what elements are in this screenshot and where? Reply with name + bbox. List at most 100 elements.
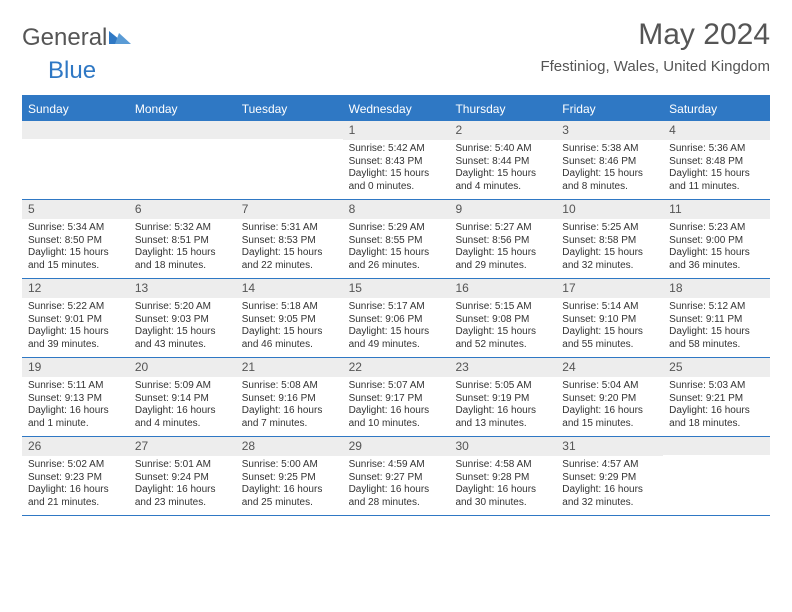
day-cell: 12Sunrise: 5:22 AMSunset: 9:01 PMDayligh… (22, 279, 129, 357)
day-number: 13 (129, 279, 236, 298)
day-cell: 17Sunrise: 5:14 AMSunset: 9:10 PMDayligh… (556, 279, 663, 357)
day-body: Sunrise: 5:04 AMSunset: 9:20 PMDaylight:… (556, 377, 663, 436)
day-body: Sunrise: 5:38 AMSunset: 8:46 PMDaylight:… (556, 140, 663, 199)
location-text: Ffestiniog, Wales, United Kingdom (540, 58, 770, 75)
day-body: Sunrise: 4:57 AMSunset: 9:29 PMDaylight:… (556, 456, 663, 515)
daylight-text: Daylight: 16 hours and 15 minutes. (562, 405, 657, 430)
sunset-text: Sunset: 9:14 PM (135, 393, 230, 406)
week-row: 5Sunrise: 5:34 AMSunset: 8:50 PMDaylight… (22, 200, 770, 279)
day-number: 26 (22, 437, 129, 456)
sunrise-text: Sunrise: 5:12 AM (669, 301, 764, 314)
day-number: 10 (556, 200, 663, 219)
sunrise-text: Sunrise: 5:31 AM (242, 222, 337, 235)
sunset-text: Sunset: 8:46 PM (562, 156, 657, 169)
day-body: Sunrise: 4:58 AMSunset: 9:28 PMDaylight:… (449, 456, 556, 515)
day-cell: 21Sunrise: 5:08 AMSunset: 9:16 PMDayligh… (236, 358, 343, 436)
dow-thursday: Thursday (449, 97, 556, 121)
day-number: 27 (129, 437, 236, 456)
sunrise-text: Sunrise: 5:04 AM (562, 380, 657, 393)
day-number: 24 (556, 358, 663, 377)
month-title: May 2024 (540, 18, 770, 52)
sunset-text: Sunset: 8:44 PM (455, 156, 550, 169)
sunset-text: Sunset: 9:29 PM (562, 472, 657, 485)
sunrise-text: Sunrise: 5:11 AM (28, 380, 123, 393)
sunrise-text: Sunrise: 5:18 AM (242, 301, 337, 314)
day-cell: 2Sunrise: 5:40 AMSunset: 8:44 PMDaylight… (449, 121, 556, 199)
sunset-text: Sunset: 9:08 PM (455, 314, 550, 327)
dow-tuesday: Tuesday (236, 97, 343, 121)
sunset-text: Sunset: 9:21 PM (669, 393, 764, 406)
sunset-text: Sunset: 9:03 PM (135, 314, 230, 327)
day-number: 16 (449, 279, 556, 298)
sunrise-text: Sunrise: 5:23 AM (669, 222, 764, 235)
day-number: 17 (556, 279, 663, 298)
day-cell: 13Sunrise: 5:20 AMSunset: 9:03 PMDayligh… (129, 279, 236, 357)
sunset-text: Sunset: 9:11 PM (669, 314, 764, 327)
day-cell: 15Sunrise: 5:17 AMSunset: 9:06 PMDayligh… (343, 279, 450, 357)
sunrise-text: Sunrise: 5:32 AM (135, 222, 230, 235)
day-cell: 28Sunrise: 5:00 AMSunset: 9:25 PMDayligh… (236, 437, 343, 515)
day-body: Sunrise: 5:36 AMSunset: 8:48 PMDaylight:… (663, 140, 770, 199)
sunset-text: Sunset: 8:56 PM (455, 235, 550, 248)
daylight-text: Daylight: 15 hours and 29 minutes. (455, 247, 550, 272)
day-body: Sunrise: 5:14 AMSunset: 9:10 PMDaylight:… (556, 298, 663, 357)
sunset-text: Sunset: 9:23 PM (28, 472, 123, 485)
day-cell: 25Sunrise: 5:03 AMSunset: 9:21 PMDayligh… (663, 358, 770, 436)
day-cell: 20Sunrise: 5:09 AMSunset: 9:14 PMDayligh… (129, 358, 236, 436)
day-cell: 11Sunrise: 5:23 AMSunset: 9:00 PMDayligh… (663, 200, 770, 278)
day-body: Sunrise: 5:17 AMSunset: 9:06 PMDaylight:… (343, 298, 450, 357)
sunrise-text: Sunrise: 5:36 AM (669, 143, 764, 156)
daylight-text: Daylight: 15 hours and 22 minutes. (242, 247, 337, 272)
days-of-week-row: Sunday Monday Tuesday Wednesday Thursday… (22, 97, 770, 121)
day-cell: 5Sunrise: 5:34 AMSunset: 8:50 PMDaylight… (22, 200, 129, 278)
day-body: Sunrise: 5:07 AMSunset: 9:17 PMDaylight:… (343, 377, 450, 436)
sunset-text: Sunset: 9:16 PM (242, 393, 337, 406)
sunrise-text: Sunrise: 5:34 AM (28, 222, 123, 235)
day-body: Sunrise: 5:00 AMSunset: 9:25 PMDaylight:… (236, 456, 343, 515)
sunrise-text: Sunrise: 5:07 AM (349, 380, 444, 393)
daylight-text: Daylight: 16 hours and 18 minutes. (669, 405, 764, 430)
day-cell: 27Sunrise: 5:01 AMSunset: 9:24 PMDayligh… (129, 437, 236, 515)
day-number: 31 (556, 437, 663, 456)
day-number: 7 (236, 200, 343, 219)
day-cell: 9Sunrise: 5:27 AMSunset: 8:56 PMDaylight… (449, 200, 556, 278)
sunrise-text: Sunrise: 4:59 AM (349, 459, 444, 472)
sunrise-text: Sunrise: 4:58 AM (455, 459, 550, 472)
sunrise-text: Sunrise: 4:57 AM (562, 459, 657, 472)
day-number (22, 121, 129, 139)
day-body: Sunrise: 5:08 AMSunset: 9:16 PMDaylight:… (236, 377, 343, 436)
logo-text-blue: Blue (48, 57, 96, 85)
sunrise-text: Sunrise: 5:02 AM (28, 459, 123, 472)
day-number: 8 (343, 200, 450, 219)
daylight-text: Daylight: 16 hours and 13 minutes. (455, 405, 550, 430)
logo-text-general: General (22, 24, 107, 52)
sunrise-text: Sunrise: 5:25 AM (562, 222, 657, 235)
sunrise-text: Sunrise: 5:03 AM (669, 380, 764, 393)
daylight-text: Daylight: 16 hours and 23 minutes. (135, 484, 230, 509)
daylight-text: Daylight: 16 hours and 10 minutes. (349, 405, 444, 430)
sunrise-text: Sunrise: 5:09 AM (135, 380, 230, 393)
sunrise-text: Sunrise: 5:42 AM (349, 143, 444, 156)
daylight-text: Daylight: 16 hours and 25 minutes. (242, 484, 337, 509)
daylight-text: Daylight: 15 hours and 52 minutes. (455, 326, 550, 351)
day-number: 4 (663, 121, 770, 140)
day-body: Sunrise: 5:05 AMSunset: 9:19 PMDaylight:… (449, 377, 556, 436)
day-cell: 18Sunrise: 5:12 AMSunset: 9:11 PMDayligh… (663, 279, 770, 357)
calendar: Sunday Monday Tuesday Wednesday Thursday… (22, 95, 770, 516)
day-number: 1 (343, 121, 450, 140)
day-body: Sunrise: 5:27 AMSunset: 8:56 PMDaylight:… (449, 219, 556, 278)
day-cell: 6Sunrise: 5:32 AMSunset: 8:51 PMDaylight… (129, 200, 236, 278)
daylight-text: Daylight: 15 hours and 55 minutes. (562, 326, 657, 351)
sunrise-text: Sunrise: 5:40 AM (455, 143, 550, 156)
day-cell: 26 Sunrise: 5:02 AMSunset: 9:23 PMDayligh… (22, 437, 129, 515)
dow-wednesday: Wednesday (343, 97, 450, 121)
day-number (236, 121, 343, 139)
sunset-text: Sunset: 9:06 PM (349, 314, 444, 327)
dow-monday: Monday (129, 97, 236, 121)
day-number (129, 121, 236, 139)
day-number: 3 (556, 121, 663, 140)
day-number: 29 (343, 437, 450, 456)
day-number: 20 (129, 358, 236, 377)
sunrise-text: Sunrise: 5:27 AM (455, 222, 550, 235)
daylight-text: Daylight: 16 hours and 21 minutes. (28, 484, 123, 509)
